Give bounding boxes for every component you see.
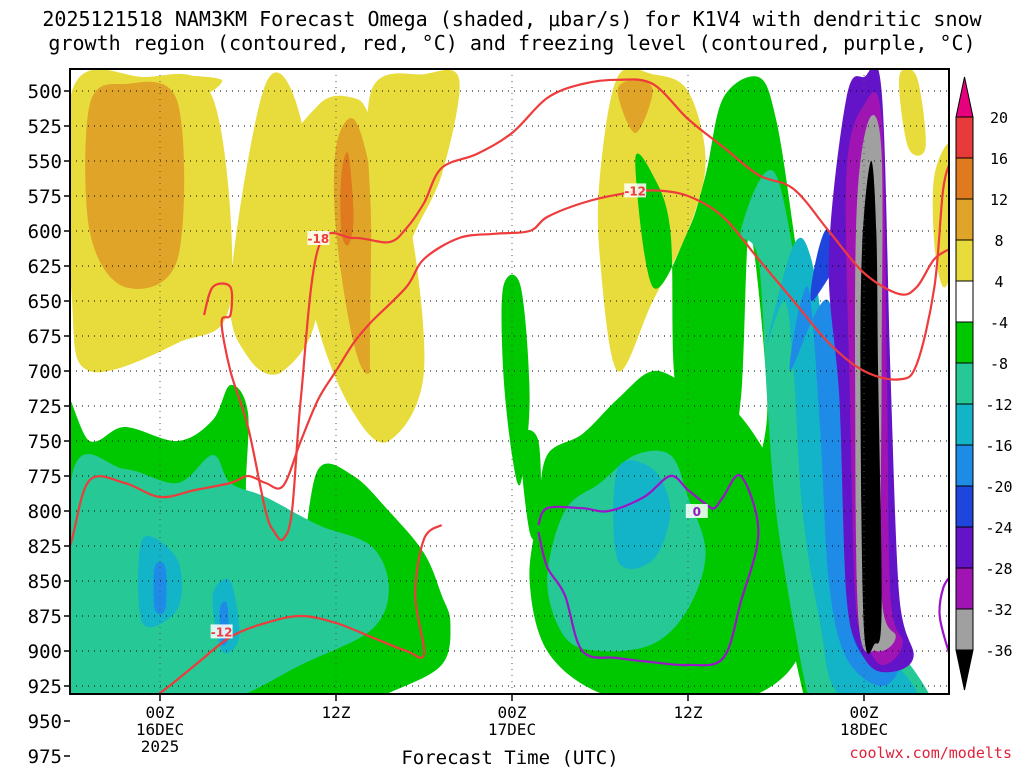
colorbar-swatch bbox=[955, 649, 974, 691]
y-tick-label: 550 bbox=[28, 151, 62, 173]
colorbar-label: 8 bbox=[994, 232, 1003, 250]
colorbar-swatch bbox=[955, 280, 974, 323]
y-tick-label: 850 bbox=[28, 571, 62, 593]
x-tick-label: 00Z bbox=[498, 703, 527, 722]
dgz-contour-label: -12 bbox=[211, 625, 233, 639]
colorbar-label: -12 bbox=[985, 396, 1012, 414]
colorbar-swatch bbox=[955, 485, 974, 528]
x-tick-label: 16DEC bbox=[136, 720, 184, 739]
dgz-contour-label: -18 bbox=[308, 232, 330, 246]
x-tick-label: 00Z bbox=[850, 703, 879, 722]
y-tick-label: 950 bbox=[28, 711, 62, 733]
x-tick-label: 12Z bbox=[322, 703, 351, 722]
omega-region bbox=[153, 561, 167, 615]
colorbar-label: 16 bbox=[990, 150, 1008, 168]
omega-region bbox=[860, 160, 882, 654]
dgz-contour-label-bg bbox=[624, 183, 647, 198]
y-tick-label: 600 bbox=[28, 221, 62, 243]
omega-region bbox=[520, 430, 542, 540]
freezing-level-contour-label: 0 bbox=[693, 505, 701, 519]
omega-region bbox=[340, 152, 354, 246]
colorbar-swatch bbox=[955, 239, 974, 282]
y-axis: 500 525 550 575 600 625 650 675 700 725 750 775 800 8… bbox=[28, 81, 70, 768]
dgz-contour bbox=[70, 162, 949, 551]
colorbar-swatch bbox=[955, 567, 974, 610]
dgz-contour bbox=[202, 78, 949, 542]
omega-region bbox=[70, 454, 389, 694]
colorbar-swatch bbox=[955, 76, 974, 118]
colorbar-swatch bbox=[955, 444, 974, 487]
omega-region bbox=[501, 274, 530, 486]
dgz-contour-label-bg bbox=[307, 231, 330, 245]
x-tick-label: 2025 bbox=[141, 737, 180, 756]
colorbar-label: -8 bbox=[990, 355, 1008, 373]
x-tick-label: 18DEC bbox=[840, 720, 888, 739]
colorbar-label: -36 bbox=[985, 642, 1012, 660]
grid bbox=[70, 69, 949, 694]
x-tick-label: 17DEC bbox=[488, 720, 536, 739]
freezing-level-contour-label-bg bbox=[685, 504, 708, 518]
y-tick-label: 925 bbox=[28, 676, 62, 698]
y-tick-label: 525 bbox=[28, 116, 62, 138]
omega-region bbox=[168, 75, 223, 99]
colorbar-swatch bbox=[955, 321, 974, 364]
y-tick-label: 500 bbox=[28, 81, 62, 103]
contours: -18 -12 -12 0 bbox=[70, 78, 949, 694]
colorbar-swatch bbox=[955, 403, 974, 446]
y-tick-label: 675 bbox=[28, 326, 62, 348]
y-tick-label: 900 bbox=[28, 641, 62, 663]
colorbar-label: 20 bbox=[990, 109, 1008, 127]
colorbar-swatch bbox=[955, 198, 974, 241]
colorbar-label: -4 bbox=[990, 314, 1008, 332]
omega-region bbox=[767, 237, 917, 694]
y-tick-label: 625 bbox=[28, 256, 62, 278]
y-tick-label: 575 bbox=[28, 186, 62, 208]
y-tick-label: 725 bbox=[28, 396, 62, 418]
x-tick-label: 12Z bbox=[674, 703, 703, 722]
colorbar-swatch bbox=[955, 116, 974, 159]
dgz-contour-label-bg bbox=[210, 624, 233, 639]
plot-frame bbox=[69, 68, 950, 695]
y-tick-label: 750 bbox=[28, 431, 62, 453]
colorbar-swatch bbox=[955, 608, 974, 651]
y-tick-label: 975 bbox=[28, 746, 62, 768]
omega-region bbox=[898, 69, 926, 156]
colorbar-label: 4 bbox=[994, 273, 1003, 291]
colorbar-label: -32 bbox=[985, 601, 1012, 619]
colorbar-label: -28 bbox=[985, 560, 1012, 578]
chart-title-line1: 2025121518 NAM3KM Forecast Omega (shaded… bbox=[42, 7, 982, 31]
colorbar: 20 16 12 8 4 -4 -8 -12 -16 -20 -24 -28 -32 -36 bbox=[955, 76, 1013, 691]
colorbar-label: -16 bbox=[985, 437, 1012, 455]
y-tick-label: 875 bbox=[28, 606, 62, 628]
y-tick-label: 825 bbox=[28, 536, 62, 558]
colorbar-label: 12 bbox=[990, 191, 1008, 209]
y-tick-label: 800 bbox=[28, 501, 62, 523]
y-tick-label: 775 bbox=[28, 466, 62, 488]
y-tick-label: 650 bbox=[28, 291, 62, 313]
freezing-level-contour bbox=[938, 576, 949, 656]
omega-region bbox=[617, 79, 653, 133]
dgz-contour-label: -12 bbox=[624, 184, 646, 198]
chart-title-line2: growth region (contoured, red, °C) and f… bbox=[48, 31, 976, 55]
colorbar-label: -20 bbox=[985, 478, 1012, 496]
freezing-level-contour bbox=[537, 473, 760, 667]
credit-text: coolwx.com/modelts bbox=[849, 744, 1012, 762]
colorbar-swatch bbox=[955, 526, 974, 569]
x-axis-label: Forecast Time (UTC) bbox=[401, 747, 618, 768]
omega-region bbox=[85, 81, 185, 289]
colorbar-swatch bbox=[955, 362, 974, 405]
omega-region bbox=[367, 69, 460, 420]
colorbar-label: -24 bbox=[985, 519, 1012, 537]
x-tick-label: 00Z bbox=[146, 703, 175, 722]
colorbar-swatch bbox=[955, 157, 974, 200]
y-tick-label: 700 bbox=[28, 361, 62, 383]
dgz-contour bbox=[156, 524, 443, 694]
